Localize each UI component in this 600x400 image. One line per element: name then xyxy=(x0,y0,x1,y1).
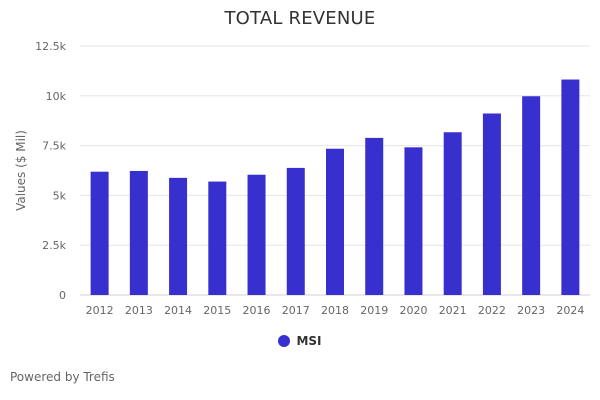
bar-2018[interactable] xyxy=(326,148,344,295)
x-tick-label: 2018 xyxy=(321,304,349,317)
x-tick-label: 2024 xyxy=(556,304,584,317)
x-tick-label: 2013 xyxy=(125,304,153,317)
bar-2022[interactable] xyxy=(482,113,501,296)
y-tick-label: 2.5k xyxy=(42,239,66,252)
x-tick-label: 2021 xyxy=(439,304,467,317)
x-tick-label: 2014 xyxy=(164,304,192,317)
x-tick-label: 2016 xyxy=(243,304,271,317)
legend-marker xyxy=(278,335,291,347)
x-tick-label: 2017 xyxy=(282,304,310,317)
x-tick-label: 2023 xyxy=(517,304,545,317)
bar-2016[interactable] xyxy=(247,174,266,295)
x-tick-label: 2015 xyxy=(203,304,231,317)
credit-text[interactable]: Powered by Trefis xyxy=(10,370,115,384)
bar-2015[interactable] xyxy=(208,181,227,295)
bar-2024[interactable] xyxy=(561,79,580,295)
bar-2023[interactable] xyxy=(522,96,541,295)
x-tick-label: 2022 xyxy=(478,304,506,317)
x-tick-label: 2019 xyxy=(360,304,388,317)
y-tick-label: 7.5k xyxy=(42,140,66,153)
bars xyxy=(90,79,580,296)
y-tick-label: 5k xyxy=(53,189,67,202)
chart-title: TOTAL REVENUE xyxy=(224,8,376,29)
bar-2013[interactable] xyxy=(129,170,148,295)
bar-2012[interactable] xyxy=(90,171,109,295)
x-tick-label: 2020 xyxy=(399,304,427,317)
x-axis-ticks: 2012 2013 2014 2015 2016 2017 2018 2019 2020 2021… xyxy=(86,304,585,317)
y-tick-label: 0 xyxy=(59,289,66,302)
legend[interactable]: MSI xyxy=(0,334,600,348)
legend-label-msi: MSI xyxy=(296,334,322,348)
bar-2014[interactable] xyxy=(169,177,188,295)
y-tick-label: 12.5k xyxy=(35,40,66,53)
bar-2017[interactable] xyxy=(286,167,305,295)
x-tick-label: 2012 xyxy=(86,304,114,317)
y-tick-label: 10k xyxy=(46,90,67,103)
y-axis-title: Values ($ Mil) xyxy=(14,130,28,211)
bar-2020[interactable] xyxy=(404,147,423,295)
y-axis-ticks: 0 2.5k 5k 7.5k 10k 12.5k xyxy=(35,40,66,302)
bar-2021[interactable] xyxy=(443,132,462,295)
bar-2019[interactable] xyxy=(365,137,384,295)
